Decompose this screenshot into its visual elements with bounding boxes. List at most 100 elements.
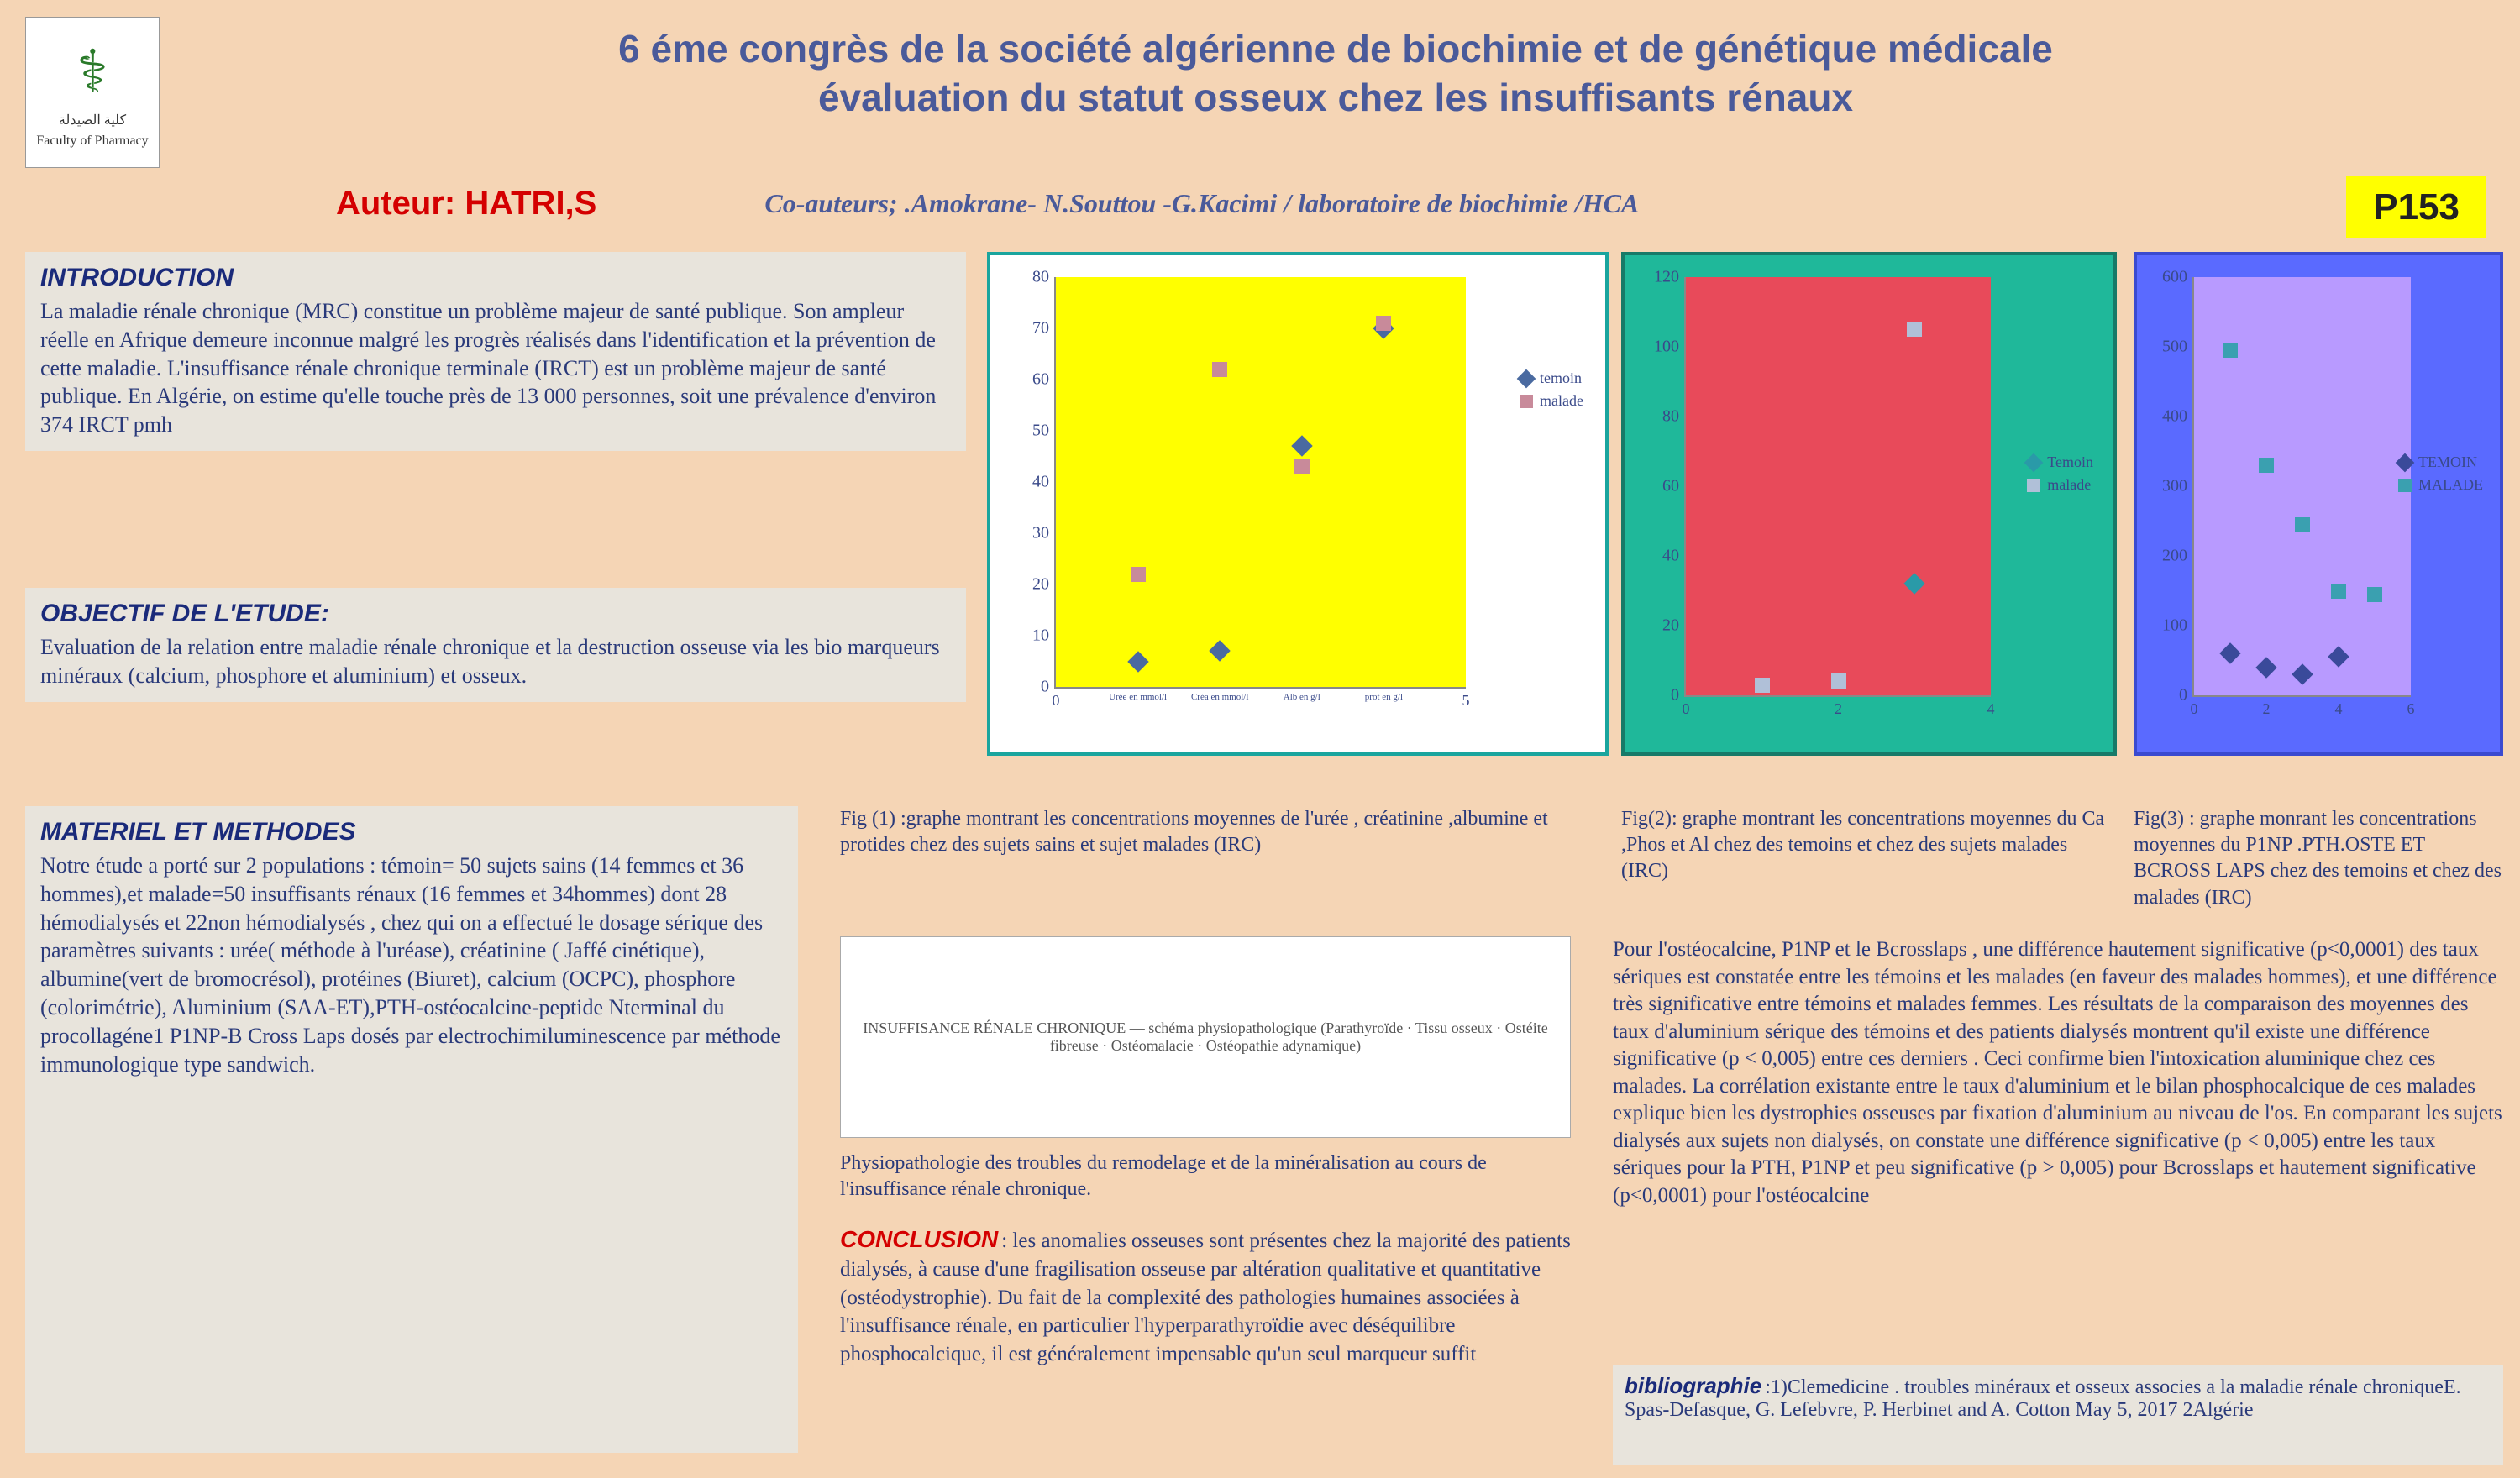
legend-item: malade: [1520, 392, 1583, 410]
legend-swatch-icon: [2396, 453, 2415, 472]
legend-swatch-icon: [1520, 395, 1533, 408]
data-point: [1831, 673, 1846, 689]
y-tick: 600: [2162, 268, 2194, 287]
fig2-caption: Fig(2): graphe montrant les concentratio…: [1621, 806, 2108, 885]
title-line2: évaluation du statut osseux chez les ins…: [185, 74, 2486, 123]
x-category-label: prot en g/l: [1365, 687, 1403, 702]
data-point: [2328, 647, 2349, 668]
data-point: [1376, 316, 1391, 331]
objectif-panel: OBJECTIF DE L'ETUDE: Evaluation de la re…: [25, 588, 966, 702]
poster-number: P153: [2346, 176, 2486, 238]
intro-panel: INTRODUCTION La maladie rénale chronique…: [25, 252, 966, 451]
y-tick: 60: [1662, 477, 1686, 496]
objectif-body: Evaluation de la relation entre maladie …: [40, 633, 951, 690]
legend-swatch-icon: [2027, 479, 2040, 492]
legend-label: malade: [1540, 392, 1583, 410]
y-tick: 200: [2162, 547, 2194, 566]
data-point: [2255, 657, 2276, 678]
legend-item: TEMOIN: [2398, 453, 2483, 471]
fig1-caption: Fig (1) :graphe montrant les concentrati…: [840, 806, 1571, 858]
x-tick: 4: [1987, 695, 1995, 718]
x-tick: 2: [2263, 695, 2271, 718]
x-tick: 4: [2335, 695, 2343, 718]
y-tick: 30: [1032, 524, 1056, 543]
x-category-label: Urée en mmol/l: [1109, 687, 1167, 702]
y-tick: 500: [2162, 338, 2194, 357]
biblio-title: bibliographie: [1625, 1373, 1761, 1398]
x-tick: 6: [2407, 695, 2415, 718]
legend-swatch-icon: [2398, 479, 2412, 492]
y-tick: 120: [1654, 268, 1686, 287]
data-point: [1294, 459, 1310, 474]
legend-label: MALADE: [2418, 476, 2483, 494]
y-tick: 100: [1654, 338, 1686, 357]
results-text: Pour l'ostéocalcine, P1NP et le Bcrossla…: [1613, 936, 2503, 1209]
data-point: [2259, 458, 2274, 473]
materiel-panel: MATERIEL ET METHODES Notre étude a porté…: [25, 806, 798, 1453]
coauthors: Co-auteurs; .Amokrane- N.Souttou -G.Kaci…: [764, 188, 1639, 219]
intro-title: INTRODUCTION: [40, 264, 951, 292]
physio-diagram: INSUFFISANCE RÉNALE CHRONIQUE — schéma p…: [840, 936, 1571, 1138]
data-point: [1755, 678, 1770, 693]
legend-item: temoin: [1520, 370, 1583, 387]
y-tick: 40: [1032, 473, 1056, 492]
mortar-icon: ⚕: [76, 37, 108, 107]
faculty-logo: ⚕ كلية الصيدلة Faculty of Pharmacy: [25, 17, 160, 168]
data-point: [2219, 642, 2240, 663]
legend-swatch-icon: [1517, 369, 1536, 388]
legend-item: malade: [2027, 476, 2093, 494]
legend-item: Temoin: [2027, 453, 2093, 471]
y-tick: 20: [1032, 575, 1056, 595]
data-point: [1131, 567, 1146, 582]
y-tick: 10: [1032, 626, 1056, 646]
data-point: [1209, 641, 1230, 662]
data-point: [2292, 663, 2313, 684]
data-point: [2367, 587, 2382, 602]
y-tick: 40: [1662, 547, 1686, 566]
main-author: Auteur: HATRI,S: [336, 185, 596, 223]
data-point: [1127, 651, 1148, 672]
x-category-label: Créa en mmol/l: [1191, 687, 1248, 702]
data-point: [2223, 343, 2238, 358]
x-tick: 0: [1053, 687, 1060, 710]
y-tick: 20: [1662, 616, 1686, 636]
data-point: [1904, 573, 1925, 594]
logo-arabic: كلية الصيدلة: [59, 112, 126, 128]
intro-body: La maladie rénale chronique (MRC) consti…: [40, 297, 951, 439]
legend-label: temoin: [1540, 370, 1582, 387]
legend-label: Temoin: [2047, 453, 2093, 471]
y-tick: 80: [1032, 268, 1056, 287]
conclusion-title: CONCLUSION: [840, 1226, 998, 1252]
y-tick: 80: [1662, 407, 1686, 427]
figure-2-chart: 020406080100120024 Temoinmalade: [1621, 252, 2117, 756]
conclusion-block: CONCLUSION : les anomalies osseuses sont…: [840, 1226, 1571, 1369]
diagram-placeholder-text: INSUFFISANCE RÉNALE CHRONIQUE — schéma p…: [848, 1019, 1563, 1055]
poster-title: 6 éme congrès de la société algérienne d…: [185, 25, 2486, 122]
legend-label: TEMOIN: [2418, 453, 2477, 471]
figure-1-chart: 0102030405060708005Urée en mmol/lCréa en…: [987, 252, 1609, 756]
y-tick: 60: [1032, 370, 1056, 390]
y-tick: 70: [1032, 319, 1056, 338]
x-tick: 5: [1462, 687, 1470, 710]
legend-swatch-icon: [2024, 453, 2044, 472]
data-point: [2295, 517, 2310, 532]
materiel-body: Notre étude a porté sur 2 populations : …: [40, 852, 783, 1078]
data-point: [2331, 584, 2346, 599]
data-point: [1212, 362, 1227, 377]
x-tick: 0: [2191, 695, 2198, 718]
figure-3-chart: 01002003004005006000246 TEMOINMALADE: [2134, 252, 2503, 756]
legend-label: malade: [2047, 476, 2091, 494]
x-category-label: Alb en g/l: [1284, 687, 1320, 702]
logo-caption: Faculty of Pharmacy: [36, 134, 148, 149]
y-tick: 50: [1032, 422, 1056, 441]
bibliography-panel: bibliographie :1)Clemedicine . troubles …: [1613, 1365, 2503, 1465]
objectif-title: OBJECTIF DE L'ETUDE:: [40, 600, 951, 628]
data-point: [1291, 436, 1312, 457]
legend-item: MALADE: [2398, 476, 2483, 494]
y-tick: 100: [2162, 616, 2194, 636]
x-tick: 0: [1683, 695, 1690, 718]
y-tick: 300: [2162, 477, 2194, 496]
y-tick: 400: [2162, 407, 2194, 427]
materiel-title: MATERIEL ET METHODES: [40, 818, 783, 846]
fig3-caption: Fig(3) : graphe monrant les concentratio…: [2134, 806, 2503, 911]
